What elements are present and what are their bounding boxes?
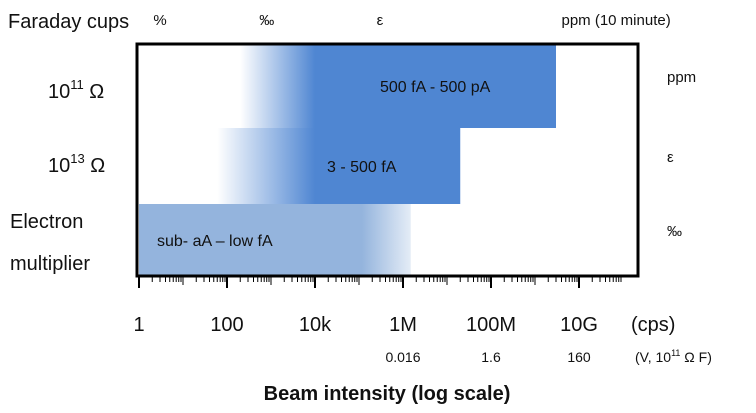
x-tick-label-2: 10k xyxy=(299,314,332,336)
secondary-unit-label: (V, 1011 Ω F) xyxy=(635,348,712,365)
voltage-label-0: 0.016 xyxy=(385,349,420,365)
detector-labels: 500 fA - 500 pA 1011 Ω ppm 3 - 500 fA 1013 Ω… xyxy=(10,69,696,275)
range-label-0: 500 fA - 500 pA xyxy=(380,79,491,96)
x-axis-title: Beam intensity (log scale) xyxy=(264,383,511,405)
precision-label-1: ε xyxy=(667,149,674,166)
range-label-1: 3 - 500 fA xyxy=(327,159,397,176)
x-tick-label-3: 1M xyxy=(389,314,417,336)
x-axis-tick-labels: 1 100 10k 1M 100M 10G xyxy=(133,314,597,336)
top-precision-marks: % ‰ ε ppm (10 minute) xyxy=(153,12,670,29)
detector-name-line2-2: multiplier xyxy=(10,253,90,275)
detector-bar-0 xyxy=(240,44,556,128)
detector-bar-1 xyxy=(217,128,461,204)
x-unit-label: (cps) xyxy=(631,314,675,336)
plot-frame xyxy=(135,42,640,278)
faraday-cups-label: Faraday cups xyxy=(8,11,129,33)
x-axis-ticks xyxy=(138,276,622,288)
detector-bars xyxy=(139,44,556,276)
detector-name-1: 1013 Ω xyxy=(48,151,105,177)
x-tick-label-1: 100 xyxy=(210,314,243,336)
detector-name-0: 1011 Ω xyxy=(48,77,104,103)
precision-label-0: ppm xyxy=(667,69,696,86)
top-mark-2: ε xyxy=(377,12,384,29)
top-mark-3: ppm (10 minute) xyxy=(561,12,670,29)
voltage-label-1: 1.6 xyxy=(481,349,501,365)
x-tick-label-4: 100M xyxy=(466,314,516,336)
secondary-axis-labels: 0.016 1.6 160 xyxy=(385,349,590,365)
voltage-label-2: 160 xyxy=(567,349,591,365)
range-label-2: sub- aA – low fA xyxy=(157,233,273,250)
detector-bar-2 xyxy=(139,204,411,276)
precision-label-2: ‰ xyxy=(667,223,682,240)
x-tick-label-5: 10G xyxy=(560,314,598,336)
top-mark-1: ‰ xyxy=(259,12,274,29)
top-mark-0: % xyxy=(153,12,166,29)
x-tick-label-0: 1 xyxy=(133,314,144,336)
detector-name-2: Electron xyxy=(10,211,83,233)
